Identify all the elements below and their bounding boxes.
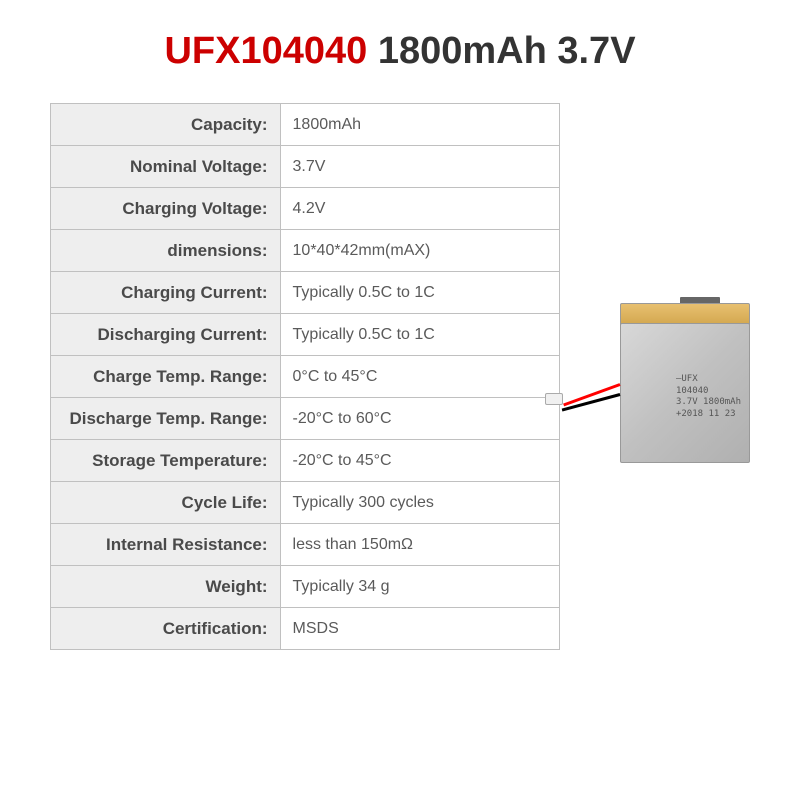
spec-label: Storage Temperature: [51, 440, 281, 482]
table-row: Weight:Typically 34 g [51, 566, 560, 608]
table-row: Capacity:1800mAh [51, 104, 560, 146]
spec-value: Typically 0.5C to 1C [280, 272, 559, 314]
spec-label: Discharging Current: [51, 314, 281, 356]
spec-value: Typically 34 g [280, 566, 559, 608]
spec-label: Charging Current: [51, 272, 281, 314]
table-row: Certification:MSDS [51, 608, 560, 650]
battery-image: —UFX 104040 3.7V 1800mAh +2018 11 23 [570, 303, 750, 483]
spec-label: Cycle Life: [51, 482, 281, 524]
spec-label: Weight: [51, 566, 281, 608]
spec-value: 3.7V [280, 146, 559, 188]
spec-label: Discharge Temp. Range: [51, 398, 281, 440]
table-row: Charge Temp. Range:0°C to 45°C [51, 356, 560, 398]
spec-value: -20°C to 60°C [280, 398, 559, 440]
content-container: Capacity:1800mAhNominal Voltage:3.7VChar… [0, 103, 800, 650]
spec-table: Capacity:1800mAhNominal Voltage:3.7VChar… [50, 103, 560, 650]
table-row: Cycle Life:Typically 300 cycles [51, 482, 560, 524]
spec-value: 10*40*42mm(mAX) [280, 230, 559, 272]
page-title: UFX104040 1800mAh 3.7V [164, 30, 635, 73]
spec-label: Charging Voltage: [51, 188, 281, 230]
battery-label: —UFX 104040 3.7V 1800mAh +2018 11 23 [676, 374, 741, 421]
spec-label: Capacity: [51, 104, 281, 146]
table-row: Storage Temperature:-20°C to 45°C [51, 440, 560, 482]
spec-value: -20°C to 45°C [280, 440, 559, 482]
table-row: Discharging Current:Typically 0.5C to 1C [51, 314, 560, 356]
spec-label: Certification: [51, 608, 281, 650]
table-row: Discharge Temp. Range:-20°C to 60°C [51, 398, 560, 440]
spec-label: dimensions: [51, 230, 281, 272]
battery-connector [545, 393, 563, 405]
table-row: Internal Resistance:less than 150mΩ [51, 524, 560, 566]
spec-value: MSDS [280, 608, 559, 650]
spec-value: 1800mAh [280, 104, 559, 146]
table-row: Nominal Voltage:3.7V [51, 146, 560, 188]
spec-label: Internal Resistance: [51, 524, 281, 566]
table-row: Charging Current:Typically 0.5C to 1C [51, 272, 560, 314]
spec-value: 4.2V [280, 188, 559, 230]
table-row: Charging Voltage:4.2V [51, 188, 560, 230]
spec-value: 0°C to 45°C [280, 356, 559, 398]
spec-label: Nominal Voltage: [51, 146, 281, 188]
spec-value: less than 150mΩ [280, 524, 559, 566]
spec-table-body: Capacity:1800mAhNominal Voltage:3.7VChar… [51, 104, 560, 650]
spec-value: Typically 0.5C to 1C [280, 314, 559, 356]
battery-top [620, 303, 750, 325]
title-specs: 1800mAh 3.7V [378, 30, 636, 72]
battery-body: —UFX 104040 3.7V 1800mAh +2018 11 23 [620, 323, 750, 463]
spec-label: Charge Temp. Range: [51, 356, 281, 398]
table-row: dimensions:10*40*42mm(mAX) [51, 230, 560, 272]
title-model: UFX104040 [164, 30, 377, 72]
spec-value: Typically 300 cycles [280, 482, 559, 524]
